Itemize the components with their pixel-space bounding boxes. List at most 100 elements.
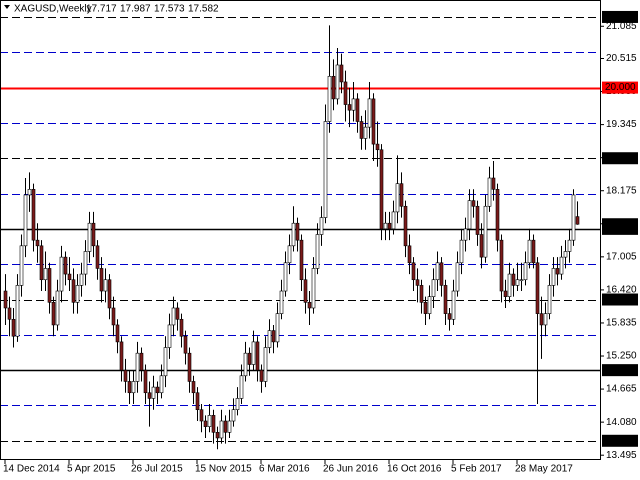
candle-body [191,381,196,394]
plot-frame [0,0,601,460]
candle-body [79,273,84,286]
candle-body [203,420,208,427]
candle-body [15,285,20,337]
candle-body [163,347,168,377]
level-label-box [602,293,638,306]
candle-body [139,352,144,371]
y-tick-label: 14.665 [606,384,637,395]
candle-body [167,324,172,348]
y-tick-label: 13.495 [606,450,637,461]
ohlc-low: 17.573 [154,4,185,15]
candle-body [39,245,44,281]
y-tick-label: 15.250 [606,351,637,362]
candle-body [343,81,348,105]
candle-body [51,302,56,326]
candle-body [371,98,376,145]
y-tick-label: 15.835 [606,318,637,329]
candle-body [115,324,120,343]
candle-body [375,143,380,151]
level-label-box [602,81,638,94]
candle-body [307,302,312,309]
candle-body [87,222,92,252]
candle-body [527,239,532,264]
y-tick-label: 20.515 [606,53,637,64]
y-tick-label: 16.420 [606,285,637,296]
x-tick-label: 26 Jul 2015 [131,464,183,475]
candle-body [491,177,496,190]
candle-body [571,194,576,241]
candle-body [239,375,244,399]
candle-body [99,268,104,292]
candle-body [487,177,492,207]
candle-body [235,398,240,411]
candle-body [359,121,364,139]
candle-body [35,239,40,247]
candle-body [219,420,224,439]
level-label-box [602,434,638,447]
candle-body [127,381,132,394]
candle-body [43,268,48,281]
candle-body [523,262,528,281]
candle-body [463,228,468,241]
candle-body [147,392,152,399]
candle-body [59,256,64,292]
level-label: 18.750 [605,153,636,164]
level-label: 16.250 [605,294,636,305]
y-tick-label: 21.085 [606,21,637,32]
candle-body [495,189,500,241]
candle-body [159,375,164,394]
candle-body [27,189,32,196]
candle-body [287,245,292,264]
candle-body [255,341,260,371]
x-tick-label: 26 Jun 2016 [323,464,378,475]
candle-body [267,330,272,348]
candle-body [439,262,444,286]
candle-body [131,381,136,394]
candle-body [367,98,372,128]
candle-body [71,279,76,303]
candle-body [135,352,140,382]
candle-body [407,245,412,264]
level-label: 21.250 [605,12,636,23]
candle-body [563,251,568,258]
candle-body [263,347,268,382]
candle-body [91,222,96,247]
candle-body [515,279,520,286]
candle-body [231,409,236,422]
price-axis: 21.08520.51519.93019.34518.76018.17517.5… [600,10,638,461]
candle-body [275,313,280,343]
candle-body [311,268,316,309]
candle-body [347,104,352,111]
candle-body [75,285,80,303]
candle-body [555,268,560,275]
candle-body [427,296,432,314]
candle-body [279,290,284,314]
candle-body [251,341,256,365]
candle-body [315,234,320,269]
candle-body [519,279,524,282]
ohlc-close: 17.582 [188,4,219,15]
x-tick-label: 5 Feb 2017 [451,464,502,475]
candle-body [335,64,340,100]
level-label-box [602,222,638,235]
candle-body [535,262,540,314]
x-tick-label: 14 Dec 2014 [3,464,60,475]
candle-body [391,211,396,230]
candle-body [271,330,276,343]
candle-body [247,352,252,365]
candle-body [531,239,536,264]
candle-body [291,222,296,247]
candle-body [199,409,204,422]
candle-body [3,290,8,309]
candle-body [559,256,564,275]
candle-body [67,273,72,281]
candle-body [7,307,12,320]
candle-body [319,217,324,235]
candle-body [211,415,216,433]
candle-body [507,273,512,297]
candle-body [183,335,188,354]
y-tick-label: 17.005 [606,251,637,262]
menu-arrow[interactable] [4,5,10,9]
